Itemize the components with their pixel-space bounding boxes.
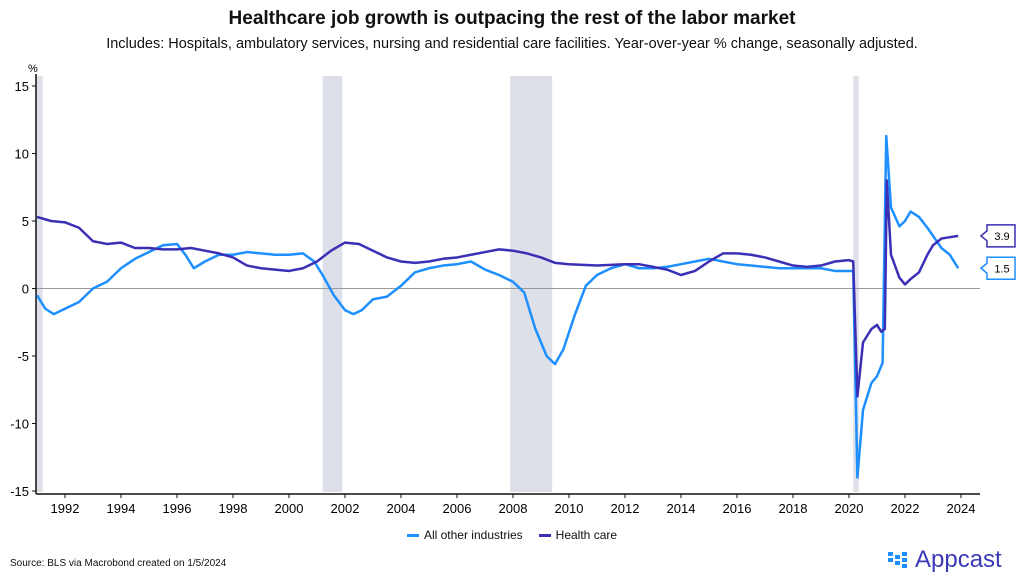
- legend-item-other: All other industries: [406, 528, 523, 542]
- x-tick-label: 2024: [947, 501, 976, 516]
- end-value-label: 3.9: [994, 231, 1009, 243]
- y-tick-label: 5: [22, 214, 29, 229]
- logo-icon: [888, 552, 907, 568]
- x-tick-label: 2008: [499, 501, 528, 516]
- y-tick-label: -10: [10, 417, 29, 432]
- recession-band: [853, 76, 859, 492]
- y-tick-label: 10: [15, 147, 29, 162]
- x-tick-label: 1998: [219, 501, 248, 516]
- legend-swatch: [406, 533, 419, 537]
- x-tick-label: 2006: [443, 501, 472, 516]
- legend: All other industries Health care: [0, 528, 1024, 542]
- y-tick-label: -5: [17, 349, 29, 364]
- end-label-box: [979, 256, 1016, 280]
- x-tick-label: 2000: [275, 501, 304, 516]
- series-line-health-care: [36, 179, 959, 398]
- recession-band: [36, 76, 43, 492]
- y-tick-label: 15: [15, 79, 29, 94]
- x-tick-label: 2022: [891, 501, 920, 516]
- legend-label: Health care: [555, 528, 618, 542]
- y-axis-label: %: [28, 63, 38, 75]
- end-label-box: [979, 224, 1016, 248]
- chart-title: Healthcare job growth is outpacing the r…: [228, 8, 796, 29]
- appcast-logo: Appcast: [888, 546, 1002, 574]
- x-tick-label: 2010: [555, 501, 584, 516]
- x-tick-label: 2014: [667, 501, 696, 516]
- x-tick-label: 2018: [779, 501, 808, 516]
- end-value-label: 1.5: [994, 263, 1009, 275]
- x-tick-label: 2002: [331, 501, 360, 516]
- series-line-all-other: [35, 134, 960, 479]
- recession-band: [322, 76, 343, 492]
- legend-label: All other industries: [423, 528, 523, 542]
- legend-swatch: [538, 533, 551, 537]
- y-tick-label: -15: [10, 484, 29, 499]
- recession-band: [510, 76, 553, 492]
- source-note: Source: BLS via Macrobond created on 1/5…: [10, 558, 227, 569]
- y-tick-label: 0: [22, 282, 29, 297]
- x-tick-label: 1992: [51, 501, 80, 516]
- x-tick-label: 2016: [723, 501, 752, 516]
- chart-subtitle: Includes: Hospitals, ambulatory services…: [106, 36, 918, 52]
- x-tick-label: 1994: [107, 501, 136, 516]
- x-tick-label: 2020: [835, 501, 864, 516]
- x-tick-label: 2004: [387, 501, 416, 516]
- legend-item-health: Health care: [538, 528, 618, 542]
- logo-text: Appcast: [915, 546, 1002, 573]
- x-tick-label: 1996: [163, 501, 192, 516]
- x-tick-label: 2012: [611, 501, 640, 516]
